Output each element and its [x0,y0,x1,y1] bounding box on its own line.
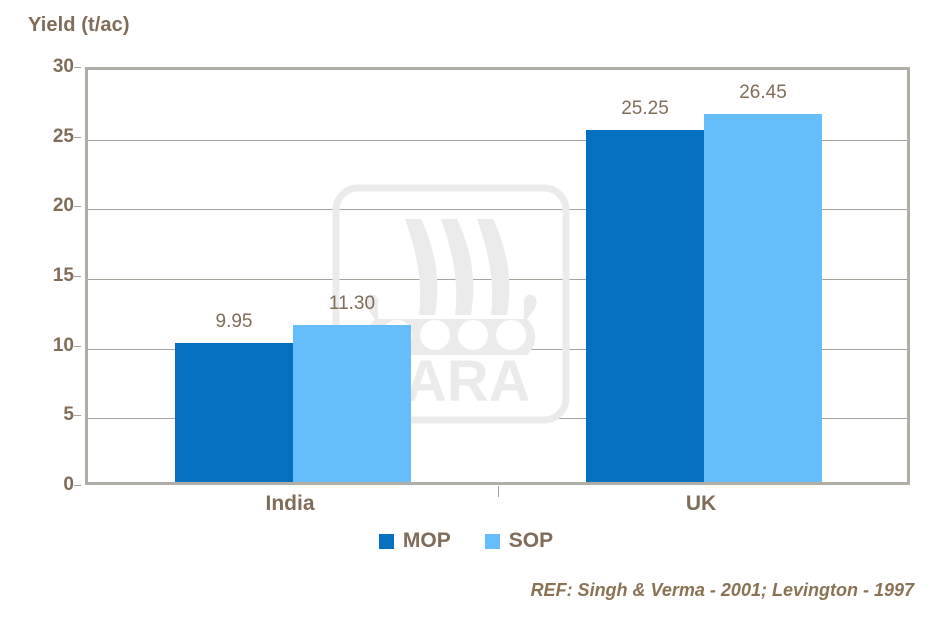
y-tick-label-25: 25 [52,125,74,147]
legend-label-sop: SOP [508,529,554,552]
legend-swatch-mop [378,533,394,549]
legend: MOP SOP [0,529,932,553]
gridline-25 [88,139,907,141]
y-tick-mark-20 [74,206,81,208]
y-tick-mark-30 [74,67,81,68]
y-tick-mark-15 [74,276,81,277]
x-axis-tick-mark [498,486,499,497]
legend-swatch-sop [484,533,500,549]
bar-value-uk-sop: 26.45 [739,81,787,103]
y-tick-label-30: 30 [52,56,74,77]
y-tick-label-10: 10 [52,334,74,356]
page-title: Yield (t/ac) [28,14,130,36]
legend-item-mop[interactable]: MOP [378,529,451,553]
bar-uk-mop[interactable] [586,130,704,482]
plot-area: YARA 9.95 11.30 25.25 26.45 [85,67,910,485]
y-tick-mark-0 [74,485,81,486]
bar-uk-sop[interactable] [704,113,822,482]
x-axis: India UK [85,492,910,526]
y-tick-label-5: 5 [63,404,74,426]
x-category-label-uk: UK [685,492,717,515]
y-tick-label-0: 0 [63,474,74,495]
viking-sail-shapes [405,219,510,315]
y-tick-mark-25 [74,136,81,138]
bar-india-mop[interactable] [175,343,293,482]
bar-value-india-sop: 11.30 [328,292,376,314]
y-tick-mark-10 [74,345,81,347]
y-tick-label-15: 15 [52,265,74,286]
legend-label-mop: MOP [402,529,451,552]
x-category-label-india: India [265,492,315,515]
reference-note: REF: Singh & Verma - 2001; Levington - 1… [530,580,914,600]
bar-india-sop[interactable] [293,324,411,482]
bar-value-uk-mop: 25.25 [621,98,669,120]
bar-value-india-mop: 9.95 [215,311,253,333]
y-tick-mark-5 [74,415,81,417]
y-axis: 30 25 20 15 10 5 0 [0,56,81,495]
legend-item-sop[interactable]: SOP [484,529,554,553]
y-tick-label-20: 20 [52,195,74,217]
